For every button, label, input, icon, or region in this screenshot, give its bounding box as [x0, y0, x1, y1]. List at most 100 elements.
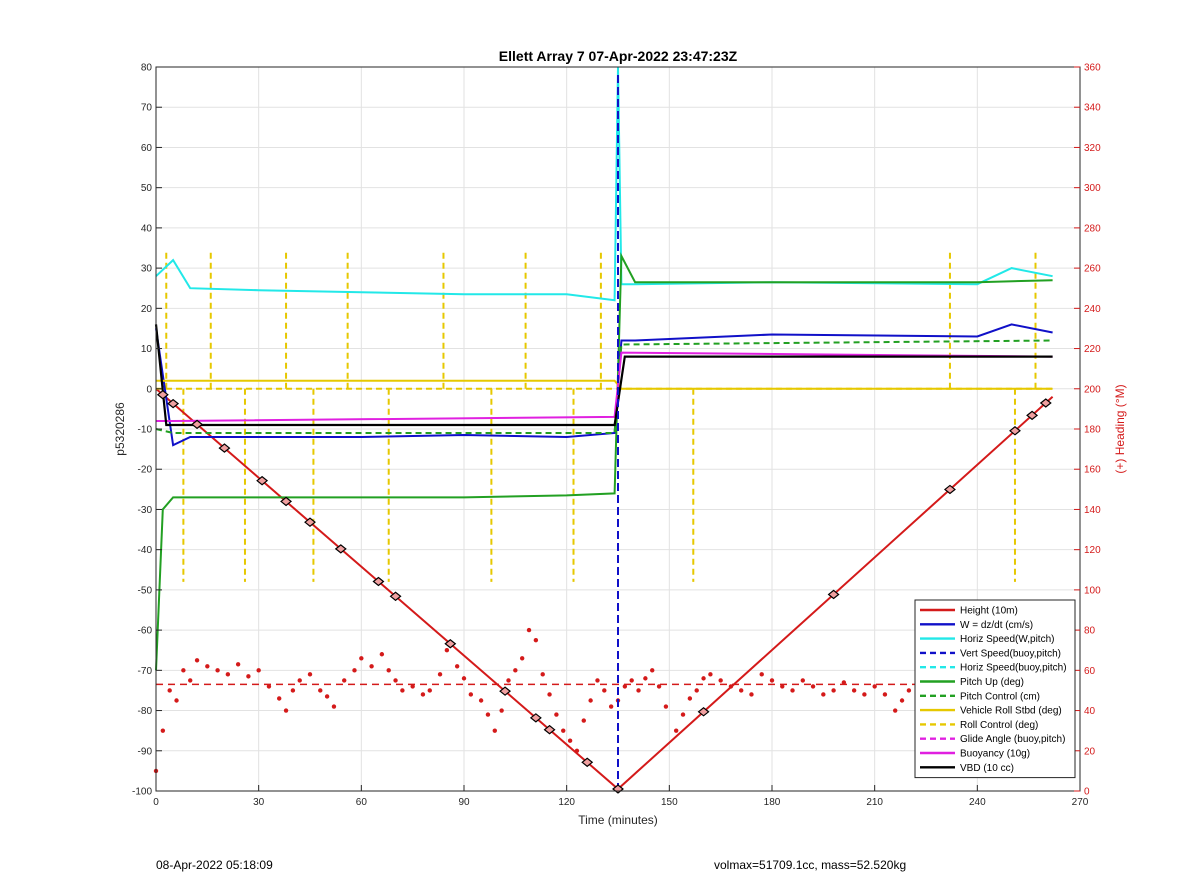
heading-point	[636, 688, 641, 693]
legend-label: VBD (10 cc)	[960, 763, 1014, 774]
y-tick-label: 30	[141, 264, 153, 275]
heading-point	[780, 684, 785, 689]
heading-point	[393, 678, 398, 683]
series-w-dz-dt-cm-s	[155, 323, 1053, 447]
heading-point	[841, 680, 847, 685]
heading-point	[277, 696, 282, 701]
y-axis-label: p5320286	[113, 402, 127, 456]
height-marker	[389, 591, 402, 602]
heading-point	[318, 688, 323, 693]
heading-point	[246, 674, 251, 679]
y-tick-label: -70	[138, 666, 153, 677]
heading-point	[899, 698, 905, 703]
height-marker	[529, 713, 542, 723]
height-marker	[444, 638, 457, 649]
chart-title: Ellett Array 7 07-Apr-2022 23:47:23Z	[499, 48, 738, 64]
series-buoyancy-10g	[156, 351, 1053, 422]
y2-tick-label: 200	[1084, 384, 1101, 395]
heading-point	[352, 668, 357, 673]
legend-label: W = dz/dt (cm/s)	[960, 620, 1033, 631]
y-tick-label: 20	[141, 304, 153, 315]
heading-point	[437, 672, 443, 677]
heading-point	[718, 678, 723, 683]
series-horiz-speed-w-pitch	[155, 66, 1053, 302]
series-pitch-control-cm	[155, 339, 1053, 434]
heading-point	[882, 692, 888, 697]
heading-point	[519, 656, 525, 661]
heading-point	[324, 694, 330, 699]
heading-point	[359, 656, 364, 661]
legend: Height (10m) W = dz/dt (cm/s) Horiz Speed(…	[914, 599, 1076, 779]
height-marker	[304, 517, 316, 527]
legend-label: Horiz Speed(W,pitch)	[960, 634, 1054, 645]
y-tick-label: 0	[146, 384, 152, 395]
heading-point	[331, 704, 337, 709]
y-tick-label: 80	[141, 63, 153, 74]
y-tick-label: -100	[132, 787, 152, 798]
legend-label: Vert Speed(buoy,pitch)	[960, 648, 1061, 659]
heading-point	[656, 684, 662, 689]
y-tick-label: 10	[141, 344, 153, 355]
heading-point	[680, 712, 686, 717]
heading-point	[256, 668, 261, 673]
heading-point	[266, 684, 272, 689]
height-marker	[581, 757, 594, 768]
height-marker	[167, 398, 180, 409]
heading-point	[800, 678, 805, 683]
heading-point	[821, 692, 826, 697]
heading-point	[427, 688, 432, 693]
y-tick-label: -10	[138, 425, 153, 436]
height-marker	[218, 443, 231, 453]
series-layer	[153, 66, 1055, 794]
height-marker	[156, 389, 169, 400]
y2-tick-label: 140	[1084, 505, 1101, 516]
heading-point	[215, 668, 220, 673]
heading-point	[831, 688, 836, 693]
heading-point	[290, 688, 296, 693]
y2-tick-label: 40	[1084, 706, 1096, 717]
y2-tick-label: 160	[1084, 465, 1101, 476]
legend-box	[914, 599, 1076, 779]
height-marker	[334, 544, 347, 554]
heading-point	[174, 698, 179, 703]
heading-point	[629, 678, 634, 683]
y-axis-left: 80 70 60 50 40 30 20 10 0 -10 -20 -30 -40 -50 -60 -70 -8…	[132, 63, 162, 798]
x-tick-label: 90	[458, 797, 470, 808]
legend-label: Pitch Control (cm)	[960, 691, 1040, 702]
y-tick-label: -60	[138, 626, 153, 637]
heading-point	[759, 672, 764, 677]
x-tick-label: 120	[558, 797, 575, 808]
height-marker	[1039, 398, 1052, 408]
height-marker	[1009, 426, 1021, 436]
height-marker	[612, 784, 624, 794]
height-marker	[256, 475, 269, 486]
heading-point	[468, 692, 474, 697]
heading-point	[588, 698, 593, 703]
heading-point	[400, 688, 405, 693]
height-marker	[499, 686, 512, 696]
heading-point	[420, 692, 426, 697]
footer-vehicle-info: volmax=51709.1cc, mass=52.520kg	[714, 858, 907, 872]
x-tick-label: 180	[764, 797, 781, 808]
height-marker	[697, 707, 710, 717]
y2-tick-label: 180	[1084, 425, 1101, 436]
heading-point	[181, 668, 186, 673]
heading-point	[533, 637, 539, 643]
y-tick-label: -50	[138, 585, 153, 596]
y2-tick-label: 340	[1084, 103, 1101, 114]
heading-point	[235, 662, 241, 667]
x-tick-label: 30	[253, 797, 265, 808]
heading-point	[602, 688, 607, 693]
y-axis-right: 3603403203002802602402202001801601401201…	[1074, 63, 1101, 798]
y2-tick-label: 360	[1084, 63, 1101, 74]
series-pitch-up-deg	[155, 252, 1053, 671]
heading-point	[167, 688, 172, 693]
height-marker	[280, 496, 293, 507]
y2-tick-label: 60	[1084, 666, 1096, 677]
roll-control-spikes	[165, 252, 1037, 582]
legend-label: Pitch Up (deg)	[960, 677, 1024, 688]
x-tick-label: 60	[356, 797, 368, 808]
heading-point	[454, 664, 460, 669]
y2-tick-label: 300	[1084, 183, 1101, 194]
